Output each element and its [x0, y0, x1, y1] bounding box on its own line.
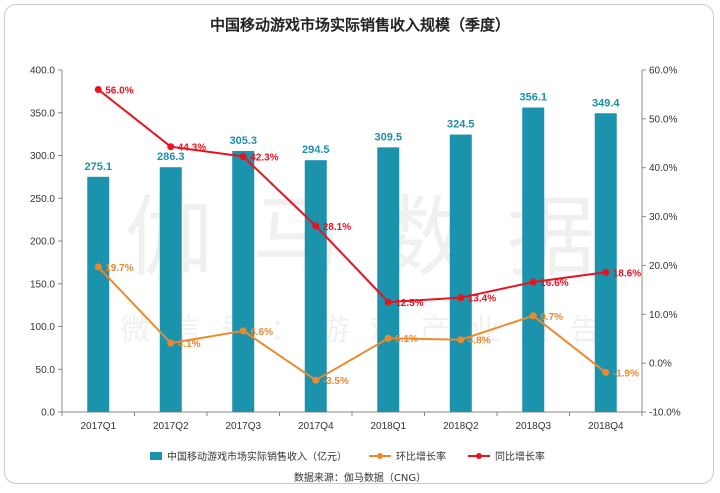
- yoy-data-label: 42.3%: [250, 152, 278, 163]
- qoq-point: [312, 376, 320, 384]
- x-tick-label: 2018Q3: [515, 421, 551, 432]
- legend: 中国移动游戏市场实际销售收入（亿元） 环比增长率 同比增长率: [150, 448, 567, 463]
- y-right-tick-label: 30.0%: [649, 212, 677, 223]
- yoy-point: [94, 86, 102, 94]
- y-right-tick-label: 50.0%: [649, 114, 677, 125]
- source-note: 数据来源：伽马数据（CNG）: [293, 473, 427, 484]
- yoy-point: [384, 298, 392, 306]
- legend-item-revenue: 中国移动游戏市场实际销售收入（亿元）: [150, 448, 347, 463]
- revenue-bar: [304, 160, 327, 412]
- legend-swatch-bar: [150, 451, 162, 460]
- qoq-data-label: 6.6%: [250, 327, 273, 338]
- y-left-tick-label: 250.0: [30, 194, 55, 205]
- revenue-bar-label: 309.5: [374, 131, 402, 143]
- y-left-tick-label: 400.0: [30, 66, 55, 77]
- qoq-point: [529, 312, 537, 320]
- revenue-bar-label: 286.3: [157, 151, 185, 163]
- legend-label-revenue: 中国移动游戏市场实际销售收入（亿元）: [167, 452, 347, 463]
- legend-item-qoq: 环比增长率: [369, 448, 446, 463]
- legend-label-yoy: 同比增长率: [495, 452, 545, 463]
- qoq-data-label: 4.1%: [178, 339, 201, 350]
- yoy-point: [167, 143, 175, 151]
- y-right-tick-label: 60.0%: [649, 66, 677, 77]
- yoy-line: [97, 88, 606, 304]
- line-series: [94, 86, 610, 384]
- yoy-point: [602, 268, 610, 276]
- revenue-bar: [522, 107, 545, 413]
- yoy-data-label: 12.5%: [395, 298, 423, 309]
- yoy-point: [312, 222, 320, 230]
- y-left-tick-label: 50.0: [36, 365, 56, 376]
- legend-label-qoq: 环比增长率: [396, 452, 446, 463]
- yoy-data-label: 16.6%: [540, 278, 568, 289]
- chart-title: 中国移动游戏市场实际销售收入规模（季度）: [209, 16, 510, 34]
- qoq-line: [97, 266, 607, 382]
- x-tick-label: 2017Q4: [298, 421, 334, 432]
- yoy-point: [529, 278, 537, 286]
- legend-swatch-yoy-line: [468, 452, 490, 459]
- legend-item-yoy: 同比增长率: [468, 448, 545, 463]
- revenue-bar: [87, 176, 110, 412]
- revenue-bar: [377, 147, 400, 412]
- qoq-data-label: 5.1%: [395, 334, 418, 345]
- revenue-bar-label: 324.5: [447, 119, 475, 131]
- y-right-tick-label: 10.0%: [649, 310, 677, 321]
- qoq-point: [457, 336, 465, 344]
- yoy-data-label: 18.6%: [613, 268, 641, 279]
- y-left-tick-label: 0.0: [41, 408, 55, 419]
- revenue-bar-label: 305.3: [229, 135, 257, 147]
- y-right-tick-label: -10.0%: [649, 408, 681, 419]
- qoq-data-label: -1.9%: [613, 368, 639, 379]
- yoy-data-label: 28.1%: [323, 222, 351, 233]
- yoy-point: [457, 294, 465, 302]
- yoy-data-label: 56.0%: [105, 86, 133, 97]
- revenue-bar-label: 356.1: [519, 92, 547, 104]
- qoq-point: [602, 368, 610, 376]
- qoq-data-label: 9.7%: [540, 312, 563, 323]
- qoq-point: [239, 327, 247, 335]
- y-left-tick-label: 150.0: [30, 279, 55, 290]
- qoq-data-label: 19.7%: [105, 263, 133, 274]
- yoy-data-label: 13.4%: [468, 294, 496, 305]
- revenue-bar: [159, 167, 182, 412]
- bar-series: [87, 107, 617, 413]
- qoq-data-label: -3.5%: [323, 376, 349, 387]
- y-right-tick-label: 40.0%: [649, 163, 677, 174]
- x-tick-label: 2018Q2: [443, 421, 479, 432]
- revenue-bar-label: 294.5: [302, 144, 330, 156]
- y-right-tick-label: 0.0%: [649, 359, 672, 370]
- x-tick-label: 2017Q1: [80, 421, 116, 432]
- y-left-tick-label: 300.0: [30, 151, 55, 162]
- legend-swatch-qoq-line: [369, 452, 391, 459]
- yoy-point: [239, 152, 247, 160]
- y-left-tick-label: 100.0: [30, 322, 55, 333]
- axes: 0.0 50.0 100.0 150.0 200.0 250.0 300.0 350.0 400…: [30, 66, 681, 433]
- qoq-data-label: 4.8%: [468, 336, 491, 347]
- y-right-tick-label: 20.0%: [649, 261, 677, 272]
- yoy-data-label: 44.3%: [178, 143, 206, 154]
- x-tick-label: 2018Q4: [588, 421, 624, 432]
- qoq-point: [94, 263, 102, 271]
- revenue-bar: [232, 150, 255, 412]
- qoq-point: [167, 339, 175, 347]
- x-tick-label: 2018Q1: [370, 421, 406, 432]
- x-tick-label: 2017Q3: [225, 421, 261, 432]
- watermark-sub: 微信号：游戏产业报告: [120, 313, 620, 348]
- revenue-bar: [449, 134, 472, 413]
- revenue-bar: [594, 113, 617, 412]
- revenue-bar-label: 275.1: [84, 161, 112, 173]
- revenue-bar-label: 349.4: [592, 97, 620, 109]
- x-tick-label: 2017Q2: [153, 421, 189, 432]
- qoq-point: [384, 334, 392, 342]
- y-left-tick-label: 200.0: [30, 237, 55, 248]
- y-left-tick-label: 350.0: [30, 108, 55, 119]
- data-labels: 275.1 286.3 305.3 294.5 309.5 324.5 356.1 349.4…: [84, 86, 641, 388]
